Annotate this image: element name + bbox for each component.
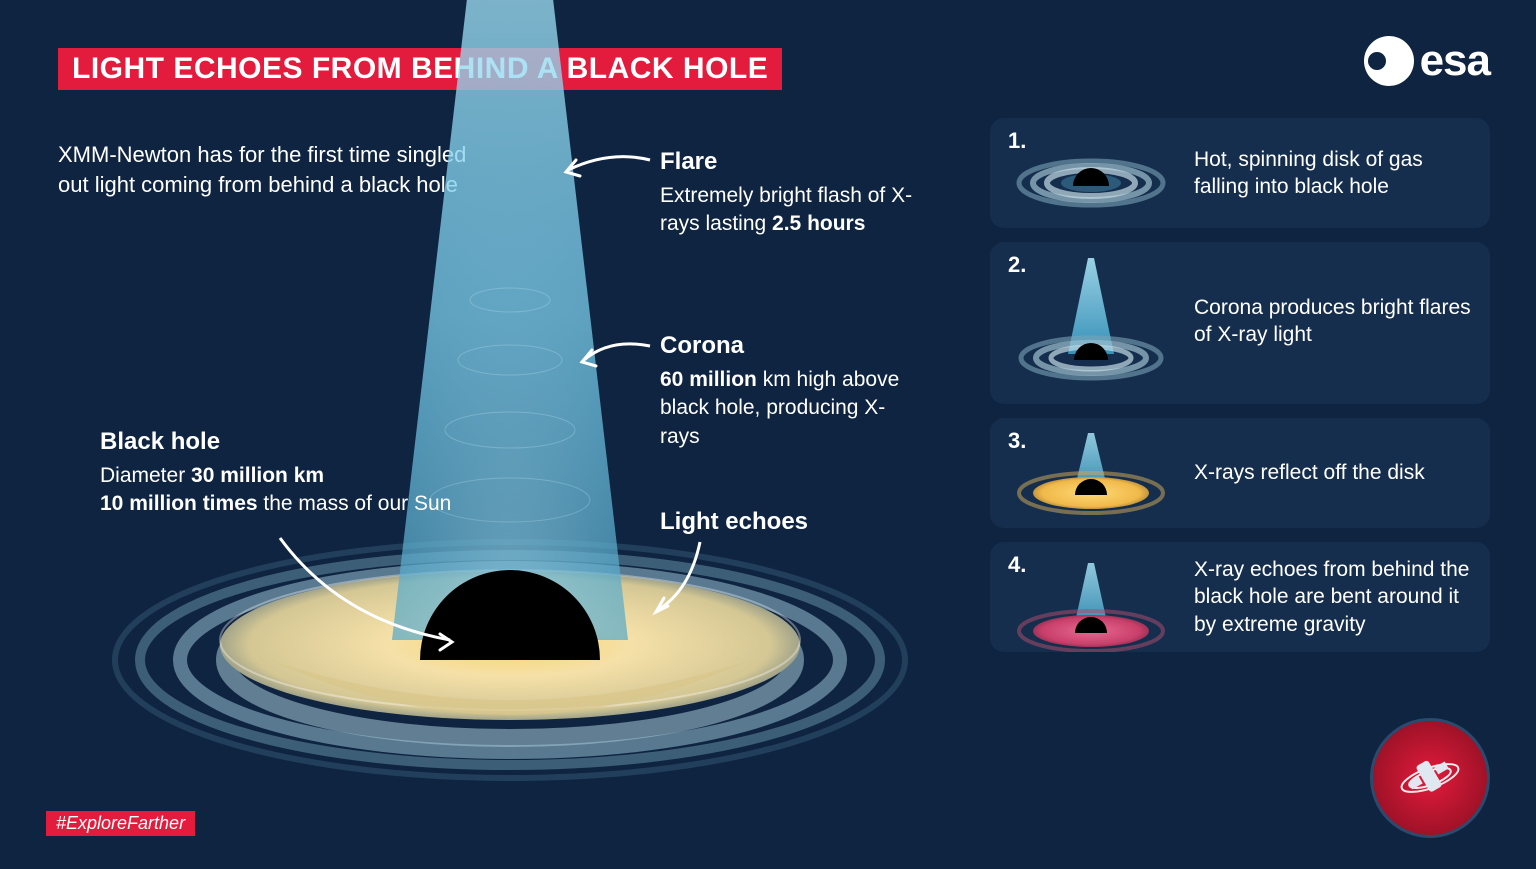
panel-4-icon: [1006, 557, 1176, 637]
corona-cone: [392, 0, 628, 640]
panel-4: 4.: [990, 542, 1490, 652]
annotation-black-hole-head: Black hole: [100, 428, 500, 456]
arrow-flare: [566, 157, 650, 176]
annotation-flare-body: Extremely bright flash of X-rays lasting…: [660, 182, 920, 239]
esa-logo: esa: [1364, 36, 1490, 86]
panel-2-text: Corona produces bright flares of X-ray l…: [1194, 294, 1474, 349]
panel-1-text: Hot, spinning disk of gas falling into b…: [1194, 146, 1474, 201]
panel-3: 3.: [990, 418, 1490, 528]
annotation-corona-body: 60 million km high above black hole, pro…: [660, 366, 920, 451]
panel-3-text: X-rays reflect off the disk: [1194, 459, 1474, 486]
panel-2-icon: [1006, 256, 1176, 386]
annotation-corona: Corona 60 million km high above black ho…: [660, 332, 920, 451]
annotation-flare: Flare Extremely bright flash of X-rays l…: [660, 148, 920, 239]
panel-3-icon: [1006, 433, 1176, 513]
annotation-light-echoes-head: Light echoes: [660, 508, 920, 536]
panel-2: 2. Corona produces bright flares of: [990, 242, 1490, 404]
annotation-light-echoes: Light echoes: [660, 508, 920, 542]
panel-1: 1. Hot, spinning disk of gas falling int…: [990, 118, 1490, 228]
annotation-black-hole-body: Diameter 30 million km10 million times t…: [100, 462, 500, 519]
panel-1-icon: [1006, 133, 1176, 213]
annotation-flare-head: Flare: [660, 148, 920, 176]
annotation-black-hole: Black hole Diameter 30 million km10 mill…: [100, 428, 500, 519]
esa-logo-icon: [1364, 36, 1414, 86]
mission-badge: [1370, 718, 1490, 838]
satellite-icon: [1395, 743, 1465, 813]
esa-logo-text: esa: [1420, 36, 1490, 86]
annotation-corona-head: Corona: [660, 332, 920, 360]
panel-4-text: X-ray echoes from behind the black hole …: [1194, 556, 1474, 638]
hashtag-badge: #ExploreFarther: [46, 811, 195, 836]
sequence-panels: 1. Hot, spinning disk of gas falling int…: [990, 118, 1490, 652]
